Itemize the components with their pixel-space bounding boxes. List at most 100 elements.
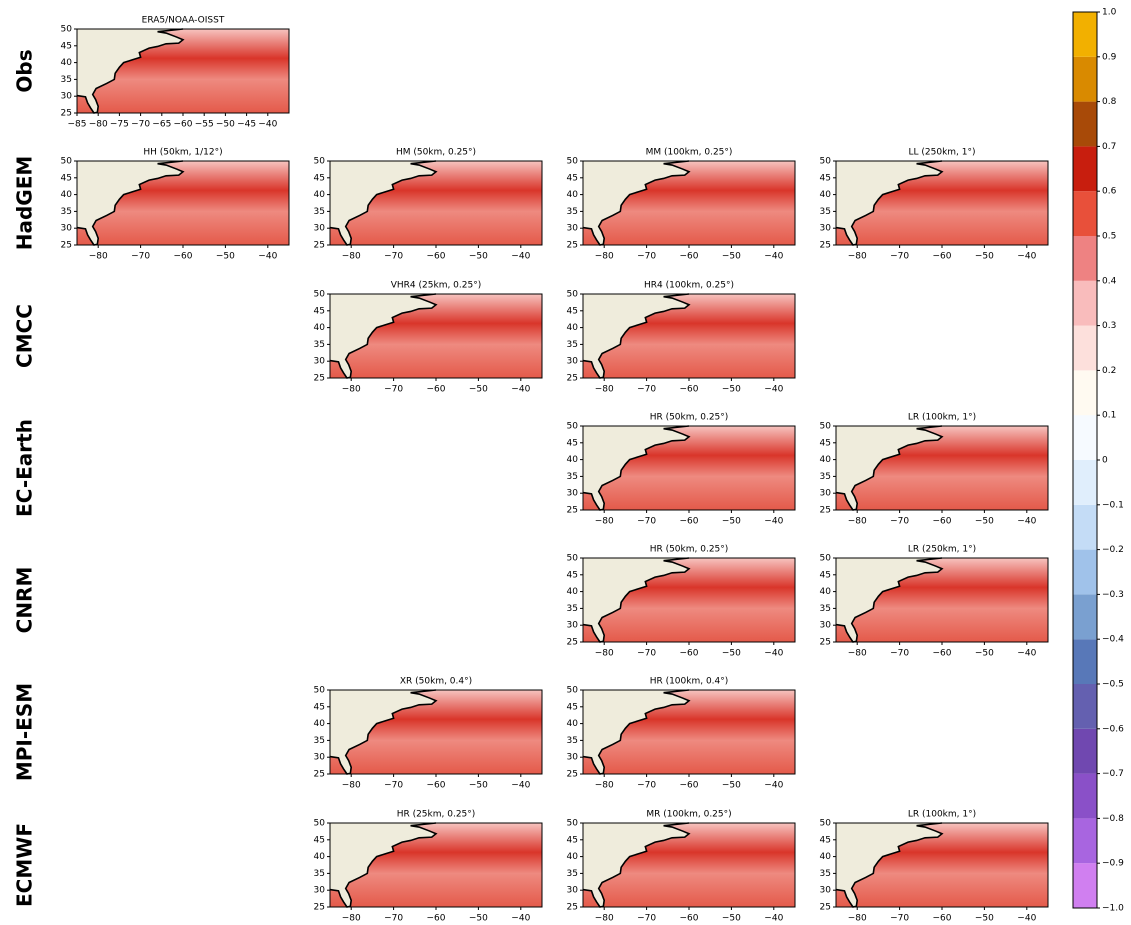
panel-title: LR (100km, 1°) (908, 413, 976, 423)
x-tick-label: −50 (216, 252, 235, 262)
land (77, 29, 183, 113)
x-tick-label: −70 (384, 781, 403, 791)
map-panel: LR (100km, 1°) 25 30 35 40 45 50 −80 −70 −60 −50 −4… (820, 413, 1049, 527)
y-tick-label: 40 (567, 587, 579, 597)
map-panel: HR (50km, 0.25°) 25 30 35 40 45 50 −80 −70 −60 −50… (567, 545, 796, 659)
y-tick-label: 25 (567, 374, 578, 384)
map-panel: HR (50km, 0.25°) 25 30 35 40 45 50 −80 −70 −60 −50… (567, 413, 796, 527)
y-tick-label: 30 (314, 886, 326, 896)
y-tick-label: 45 (567, 702, 578, 712)
x-tick-label: −80 (342, 914, 361, 924)
x-tick-label: −40 (511, 914, 530, 924)
x-tick-label: −45 (237, 120, 256, 130)
x-tick-label: −60 (427, 781, 446, 791)
y-tick-label: 40 (820, 587, 832, 597)
y-tick-label: 45 (820, 835, 831, 845)
panel-title: LR (250km, 1°) (908, 545, 976, 555)
x-tick-label: −70 (890, 914, 909, 924)
y-tick-label: 40 (314, 852, 326, 862)
y-tick-label: 30 (567, 357, 579, 367)
panel-title: LR (100km, 1°) (908, 810, 976, 820)
y-tick-label: 25 (820, 241, 831, 251)
land (330, 823, 436, 907)
colorbar-tick-label: −0.1 (1102, 500, 1124, 510)
y-tick-label: 30 (314, 224, 326, 234)
colorbar-tick-label: 0.8 (1102, 97, 1117, 107)
colorbar-bin (1073, 639, 1097, 684)
colorbar-bin (1073, 280, 1097, 326)
row-label: EC-Earth (13, 419, 37, 517)
y-tick-label: 25 (820, 506, 831, 516)
colorbar-bin (1073, 460, 1097, 505)
map-panel: HR (25km, 0.25°) 25 30 35 40 45 50 −80 −70 −60 −50… (314, 810, 543, 924)
x-tick-label: −70 (637, 385, 656, 395)
x-tick-label: −80 (89, 252, 108, 262)
row-label: ECMWF (13, 823, 37, 907)
y-tick-label: 50 (61, 157, 73, 167)
x-tick-label: −70 (637, 517, 656, 527)
x-tick-label: −40 (511, 781, 530, 791)
x-tick-label: −80 (595, 385, 614, 395)
colorbar-bin (1073, 56, 1097, 102)
land (836, 426, 942, 510)
y-tick-label: 30 (567, 753, 579, 763)
y-tick-label: 25 (314, 374, 325, 384)
x-tick-label: −60 (680, 252, 699, 262)
y-tick-label: 45 (820, 438, 831, 448)
y-tick-label: 40 (61, 190, 73, 200)
panel-title: HM (50km, 0.25°) (396, 148, 476, 158)
x-tick-label: −80 (342, 781, 361, 791)
colorbar-bin (1073, 325, 1097, 371)
y-tick-label: 50 (820, 157, 832, 167)
y-tick-label: 50 (567, 819, 579, 829)
x-tick-label: −60 (427, 252, 446, 262)
colorbar-tick-label: 1.0 (1102, 8, 1117, 18)
x-tick-label: −50 (975, 914, 994, 924)
y-tick-label: 25 (61, 241, 72, 251)
colorbar-tick-label: −0.2 (1102, 545, 1124, 555)
x-tick-label: −80 (848, 252, 867, 262)
panel-title: XR (50km, 0.4°) (400, 677, 472, 687)
land (330, 161, 436, 245)
y-tick-label: 30 (314, 753, 326, 763)
y-tick-label: 40 (314, 323, 326, 333)
x-tick-label: −50 (975, 252, 994, 262)
y-tick-label: 40 (567, 323, 579, 333)
x-tick-label: −80 (595, 649, 614, 659)
y-tick-label: 45 (820, 173, 831, 183)
y-tick-label: 40 (314, 719, 326, 729)
map-panel: LL (250km, 1°) 25 30 35 40 45 50 −80 −70 −60 −50 −4… (820, 148, 1049, 262)
colorbar-bin (1073, 773, 1097, 819)
y-tick-label: 50 (820, 819, 832, 829)
y-tick-label: 50 (61, 25, 73, 35)
y-tick-label: 45 (820, 570, 831, 580)
x-tick-label: −70 (384, 914, 403, 924)
x-tick-label: −80 (595, 517, 614, 527)
x-tick-label: −40 (511, 385, 530, 395)
colorbar-tick-label: 0 (1102, 456, 1108, 466)
colorbar-tick-label: 0.1 (1102, 411, 1116, 421)
panel-title: HH (50km, 1/12°) (143, 148, 222, 158)
x-tick-label: −40 (1017, 252, 1036, 262)
y-tick-label: 50 (567, 554, 579, 564)
y-tick-label: 30 (61, 92, 73, 102)
x-tick-label: −70 (890, 517, 909, 527)
x-tick-label: −70 (637, 649, 656, 659)
y-tick-label: 40 (567, 190, 579, 200)
x-tick-label: −70 (890, 649, 909, 659)
y-tick-label: 35 (820, 472, 831, 482)
x-tick-label: −60 (680, 385, 699, 395)
y-tick-label: 25 (820, 638, 831, 648)
x-tick-label: −60 (933, 252, 952, 262)
x-tick-label: −80 (595, 781, 614, 791)
y-tick-label: 40 (314, 190, 326, 200)
y-tick-label: 35 (314, 869, 325, 879)
panel-title: HR (25km, 0.25°) (397, 810, 476, 820)
x-tick-label: −50 (469, 781, 488, 791)
x-tick-label: −75 (110, 120, 129, 130)
colorbar-bin (1073, 863, 1097, 908)
x-tick-label: −50 (216, 120, 235, 130)
y-tick-label: 35 (820, 207, 831, 217)
land (836, 558, 942, 642)
panel-title: HR (100km, 0.4°) (650, 677, 729, 687)
